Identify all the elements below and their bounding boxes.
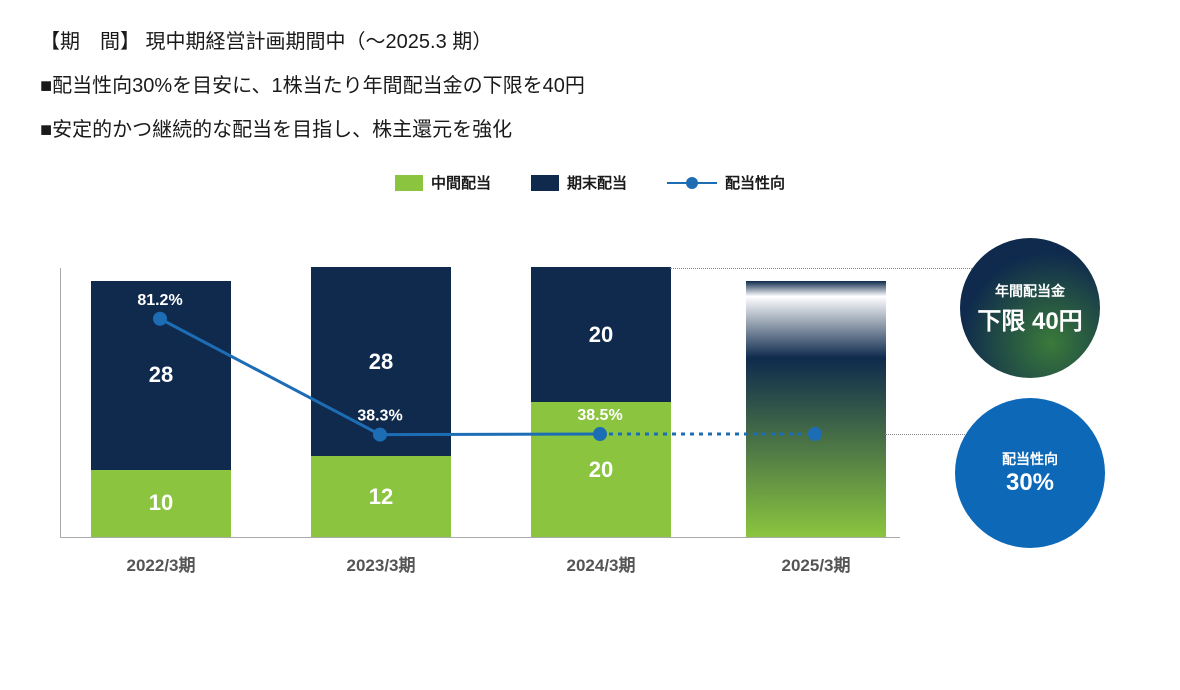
badge-bottom-big: 30% [1006,469,1054,497]
legend: 中間配当 期末配当 配当性向 [40,172,1140,193]
badge-bottom-small: 配当性向 [1002,449,1058,469]
header-line-2: ■配当性向30%を目安に、1株当たり年間配当金の下限を40円 [40,64,1140,108]
bars-area: 通期38円28102022/3期通期40円28122023/3期通期40円202… [60,268,900,538]
bar-segment-yearend: 20 [531,267,671,402]
x-axis-label: 2022/3期 [91,551,231,576]
bar-segment-forecast [746,281,886,538]
legend-yearend: 期末配当 [531,172,627,193]
x-axis-label: 2025/3期 [746,551,886,576]
badge-top-small: 年間配当金 [995,281,1065,301]
legend-swatch-yearend [531,175,559,191]
legend-ratio: 配当性向 [667,172,785,193]
header-line-3: ■安定的かつ継続的な配当を目指し、株主還元を強化 [40,108,1140,152]
bar-segment-interim: 20 [531,402,671,537]
legend-line-icon [667,182,717,184]
badge-payout-ratio: 配当性向 30% [955,398,1105,548]
legend-interim: 中間配当 [395,172,491,193]
bar-segment-yearend: 28 [311,267,451,456]
reference-line-top [670,268,1010,269]
x-axis-label: 2024/3期 [531,551,671,576]
legend-label-yearend: 期末配当 [567,172,627,193]
bar-segment-yearend: 28 [91,281,231,470]
header-line-1: 【期 間】 現中期経営計画期間中（～2025.3 期） [40,20,1140,64]
legend-label-interim: 中間配当 [431,172,491,193]
legend-swatch-interim [395,175,423,191]
bar-segment-interim: 12 [311,456,451,537]
badge-top-big: 下限 40円 [977,301,1082,336]
bar: 2020 [531,267,671,537]
bar [746,281,886,538]
legend-label-ratio: 配当性向 [725,172,785,193]
badge-dividend-floor: 年間配当金 下限 40円 [960,238,1100,378]
bar: 2810 [91,281,231,538]
bar-segment-interim: 10 [91,470,231,538]
x-axis-label: 2023/3期 [311,551,451,576]
bar: 2812 [311,267,451,537]
